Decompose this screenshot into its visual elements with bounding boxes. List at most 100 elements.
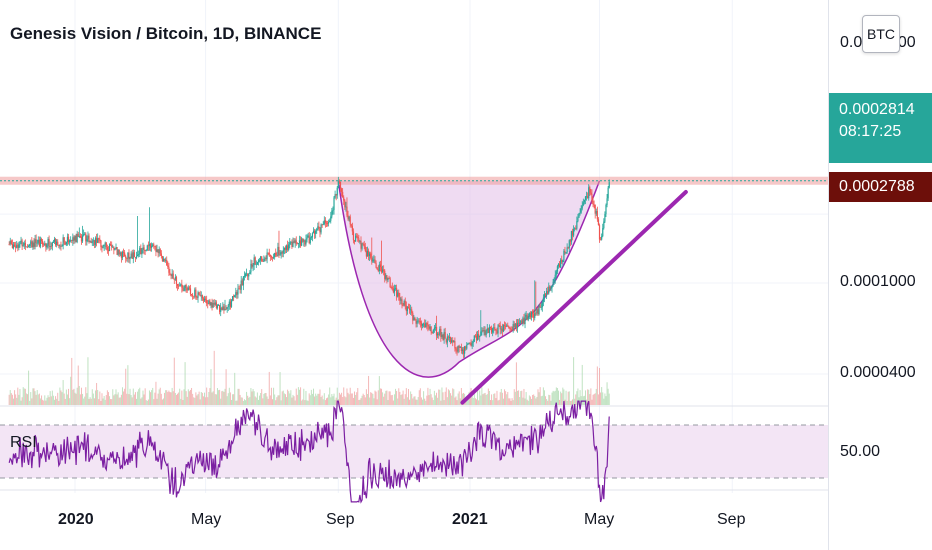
volume-bar bbox=[186, 396, 188, 405]
candle-body bbox=[17, 244, 19, 248]
volume-bar bbox=[344, 396, 346, 405]
volume-bar bbox=[334, 399, 336, 405]
volume-bar bbox=[375, 391, 377, 405]
volume-bar bbox=[587, 389, 589, 405]
candle-body bbox=[162, 258, 165, 262]
time-label-may-2020: May bbox=[191, 511, 222, 528]
candle-body bbox=[471, 342, 473, 346]
candle-body bbox=[561, 259, 563, 263]
candle-body bbox=[304, 240, 306, 245]
candle-body bbox=[180, 284, 182, 286]
candle-body bbox=[479, 335, 481, 338]
volume-bar bbox=[498, 399, 500, 405]
volume-bar bbox=[137, 391, 139, 405]
candle-body bbox=[174, 277, 176, 280]
volume-bar bbox=[104, 399, 106, 405]
candle-body bbox=[240, 280, 242, 290]
candle-body bbox=[34, 239, 36, 247]
candle-body bbox=[499, 325, 501, 330]
candle-body bbox=[372, 259, 374, 262]
candle-body bbox=[37, 239, 39, 243]
volume-bar bbox=[567, 391, 569, 405]
candle-body bbox=[266, 252, 268, 260]
volume-bar bbox=[245, 400, 247, 405]
volume-bar bbox=[501, 392, 503, 405]
candle-body bbox=[568, 240, 570, 248]
volume-bar bbox=[56, 398, 58, 405]
volume-bar bbox=[333, 393, 335, 405]
candle-body bbox=[290, 242, 292, 243]
candle-body bbox=[228, 301, 230, 306]
volume-bar bbox=[591, 399, 593, 405]
candle-body bbox=[506, 325, 508, 327]
candle-body bbox=[143, 247, 145, 250]
candle-body bbox=[69, 240, 71, 243]
candle-body bbox=[19, 241, 21, 244]
candle-body bbox=[489, 327, 492, 328]
candle-body bbox=[175, 277, 178, 285]
volume-bar bbox=[590, 388, 592, 405]
volume-bar bbox=[110, 399, 112, 405]
volume-bar bbox=[469, 391, 471, 405]
volume-bar bbox=[509, 398, 511, 405]
candle-body bbox=[415, 320, 417, 324]
candle-body bbox=[451, 340, 453, 343]
volume-bar bbox=[97, 389, 99, 405]
volume-bar bbox=[446, 397, 448, 405]
volume-bar bbox=[577, 388, 579, 405]
volume-bar bbox=[52, 395, 54, 405]
volume-bar bbox=[373, 398, 375, 405]
volume-bar bbox=[191, 387, 193, 405]
candle-body bbox=[129, 257, 131, 260]
volume-bar bbox=[532, 394, 534, 405]
candle-body bbox=[26, 246, 29, 248]
volume-bar bbox=[361, 395, 363, 405]
candle-body bbox=[257, 260, 260, 263]
candle-body bbox=[50, 246, 52, 247]
volume-bar bbox=[237, 388, 239, 405]
candle-body bbox=[530, 311, 533, 318]
candle-body bbox=[133, 252, 135, 258]
volume-bar bbox=[130, 395, 132, 405]
candle-body bbox=[325, 222, 328, 224]
candle-body bbox=[433, 327, 435, 330]
candle-body bbox=[298, 240, 301, 244]
volume-bar bbox=[354, 391, 356, 405]
volume-bar bbox=[172, 391, 174, 405]
volume-bar bbox=[331, 394, 333, 405]
volume-bar bbox=[392, 400, 394, 405]
candle-body bbox=[509, 327, 511, 329]
candle-body bbox=[292, 241, 294, 247]
currency-button[interactable]: BTC bbox=[862, 15, 900, 53]
volume-bar bbox=[471, 391, 473, 405]
candle-body bbox=[308, 235, 310, 244]
candle-body bbox=[406, 306, 409, 312]
candle-body bbox=[453, 341, 455, 343]
candle-body bbox=[356, 235, 358, 237]
volume-bar bbox=[320, 396, 322, 405]
volume-bar bbox=[182, 399, 184, 405]
candle-body bbox=[526, 314, 528, 320]
candle-body bbox=[27, 245, 30, 247]
volume-bar bbox=[443, 400, 445, 405]
volume-bar bbox=[143, 394, 145, 405]
volume-bar bbox=[283, 393, 285, 405]
volume-bar bbox=[91, 389, 93, 405]
volume-bar bbox=[604, 393, 606, 405]
volume-bar bbox=[246, 391, 248, 405]
volume-bars bbox=[8, 350, 610, 405]
volume-bar bbox=[322, 399, 324, 405]
volume-bar bbox=[268, 371, 270, 405]
volume-bar bbox=[599, 368, 601, 405]
volume-bar bbox=[282, 390, 284, 405]
candle-body bbox=[138, 254, 140, 255]
candle-body bbox=[500, 328, 502, 330]
volume-bar bbox=[275, 400, 277, 405]
candle-body bbox=[421, 323, 424, 326]
candle-body bbox=[508, 326, 510, 328]
candle-body bbox=[262, 261, 264, 262]
candle-body bbox=[172, 273, 174, 279]
candle-body bbox=[16, 244, 18, 248]
candle-body bbox=[475, 335, 478, 341]
